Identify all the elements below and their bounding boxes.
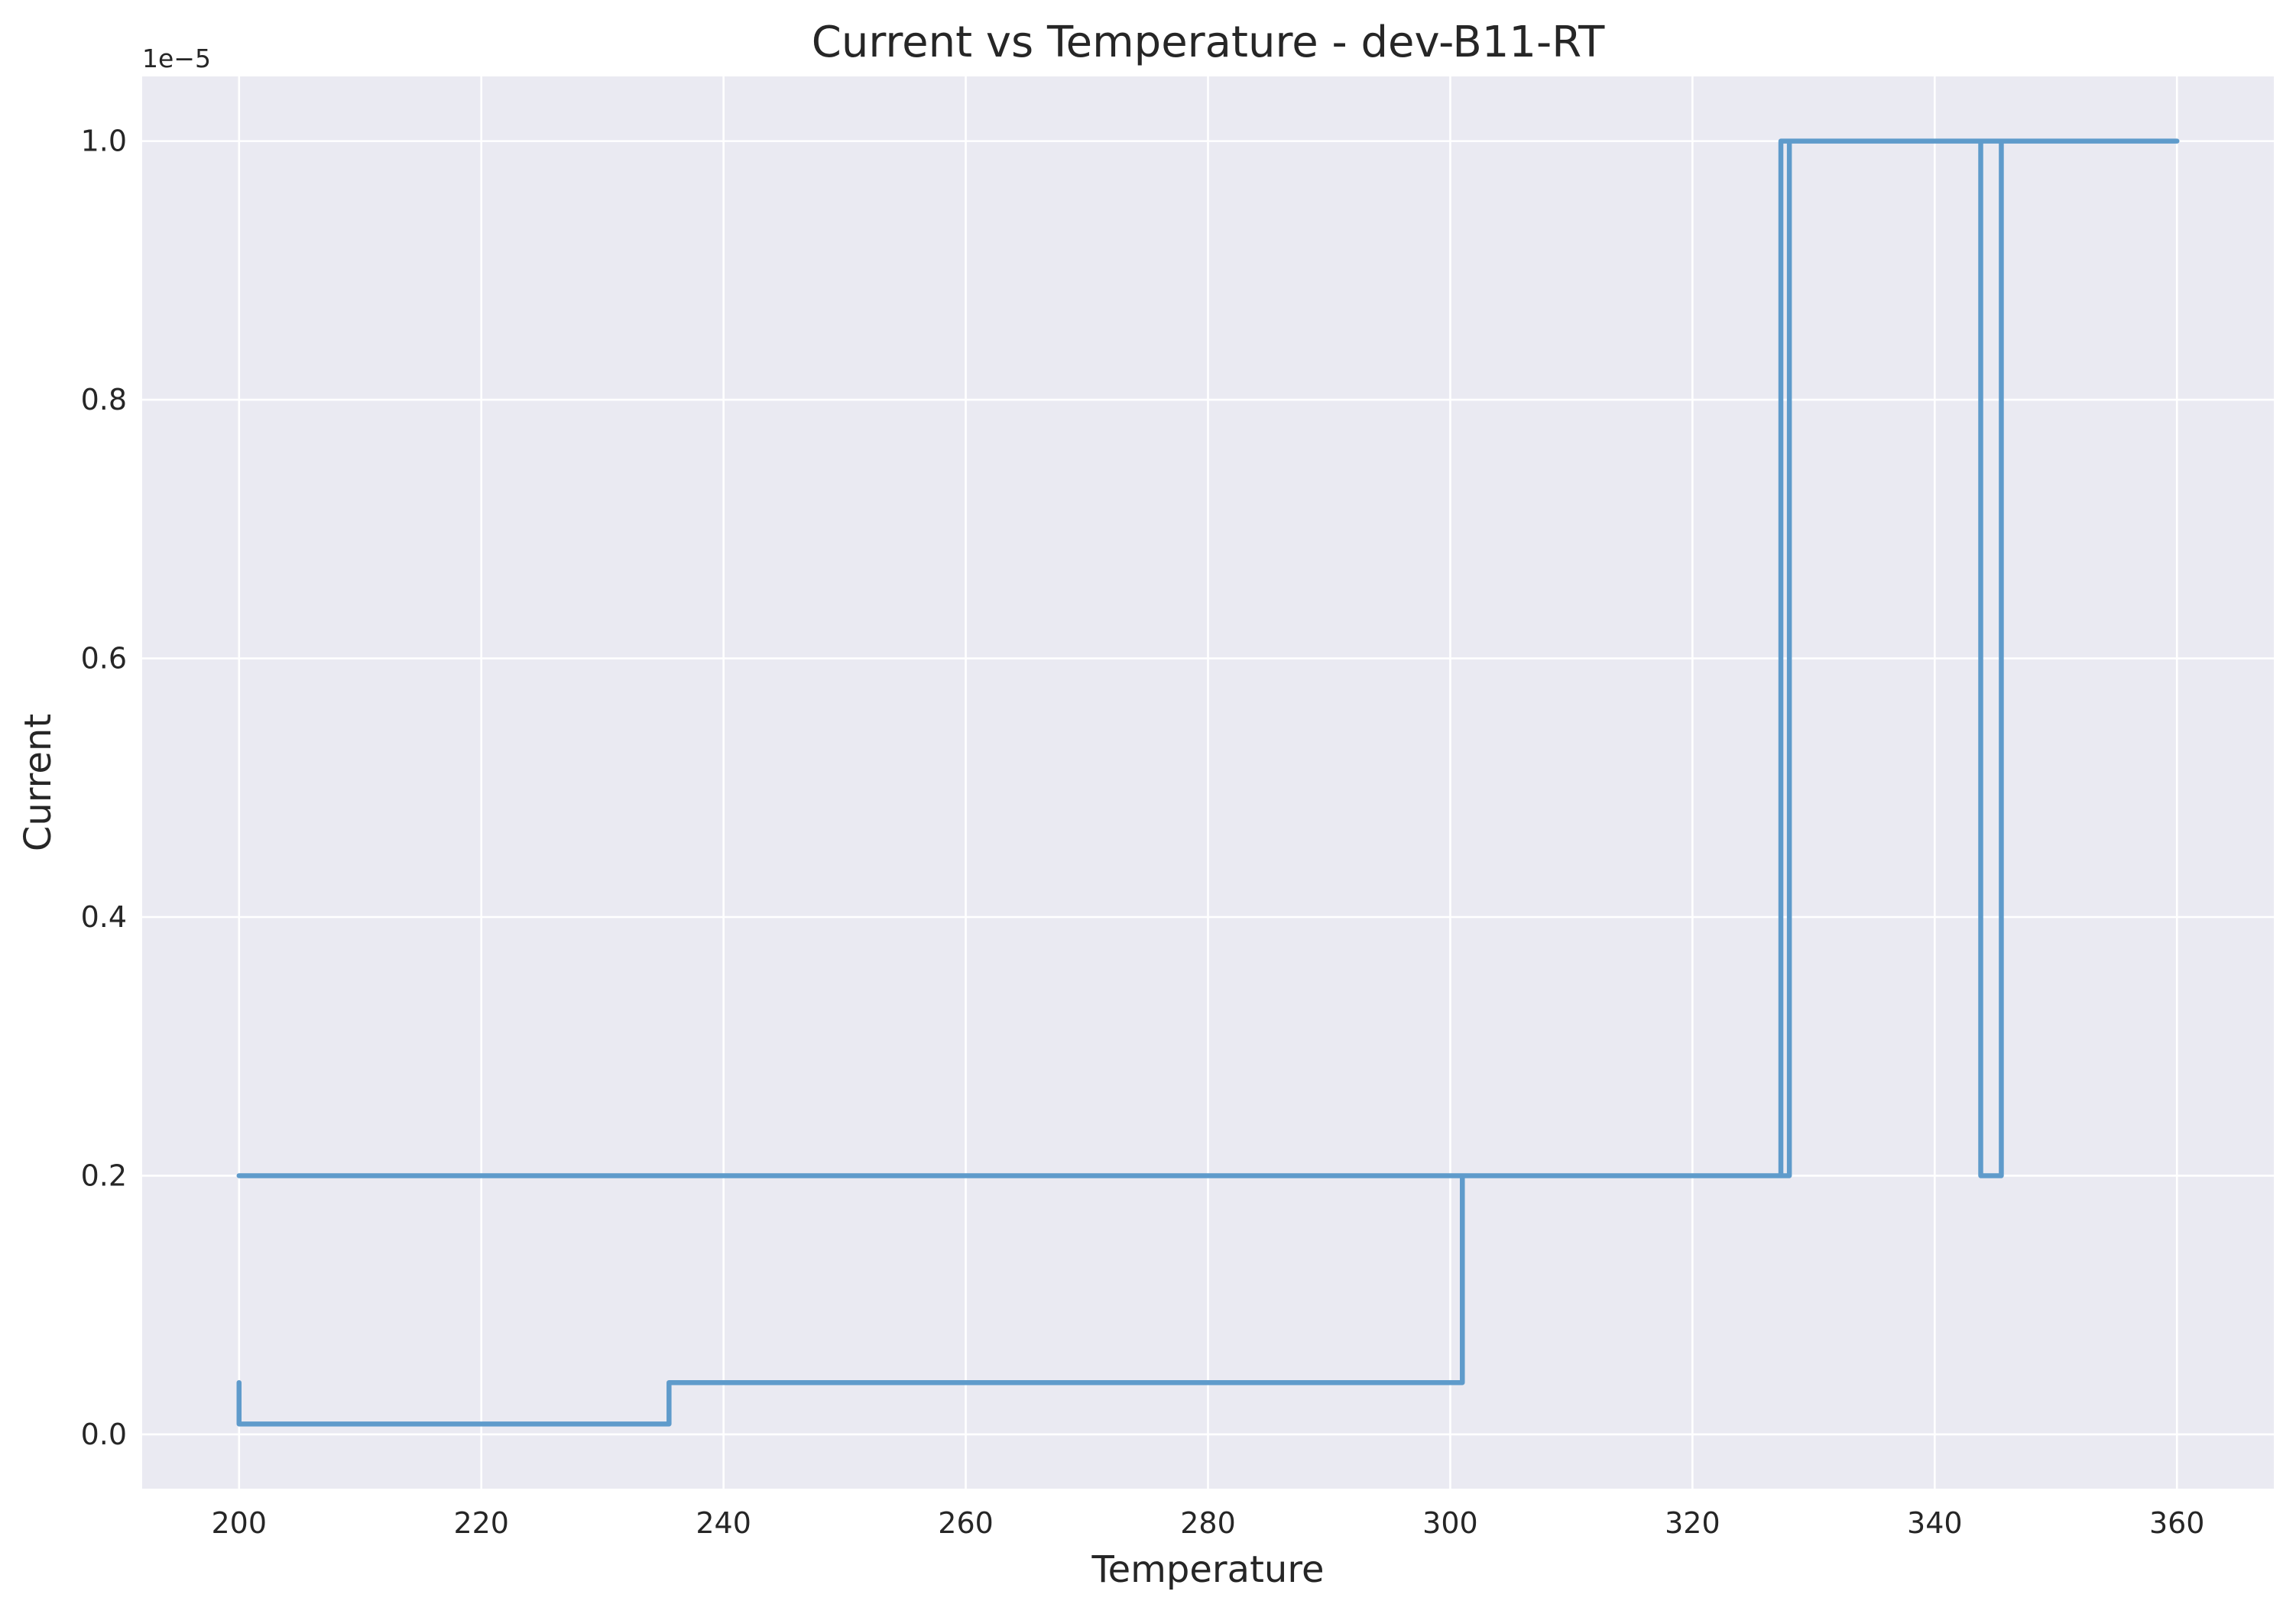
x-tick-label: 300: [1422, 1506, 1478, 1540]
x-tick-label: 340: [1907, 1506, 1963, 1540]
x-tick-label: 260: [938, 1506, 994, 1540]
series-layer: [236, 138, 2180, 1427]
x-tick-label: 200: [212, 1506, 268, 1540]
series-line: [236, 138, 2180, 1427]
x-tick-label: 360: [2149, 1506, 2205, 1540]
x-tick-label: 220: [453, 1506, 509, 1540]
x-tick-label: 240: [696, 1506, 751, 1540]
y-axis-offset-label: 1e−5: [142, 44, 211, 73]
y-tick-label: 0.0: [81, 1418, 127, 1451]
x-axis-label: Temperature: [1091, 1548, 1324, 1591]
y-tick-label: 0.8: [81, 383, 127, 416]
x-tick-label: 320: [1665, 1506, 1720, 1540]
x-axis-ticks: 200 220 240 260 280 300 320 340 360: [212, 1506, 2205, 1540]
y-tick-label: 0.2: [81, 1159, 127, 1192]
chart-title: Current vs Temperature - dev-B11-RT: [812, 18, 1605, 67]
y-axis-label: Current: [17, 714, 60, 851]
y-tick-label: 0.6: [81, 642, 127, 676]
y-axis-ticks: 0.0 0.2 0.4 0.6 0.8 1.0: [81, 125, 127, 1451]
x-tick-label: 280: [1180, 1506, 1236, 1540]
y-tick-label: 1.0: [81, 125, 127, 158]
y-tick-label: 0.4: [81, 900, 127, 934]
